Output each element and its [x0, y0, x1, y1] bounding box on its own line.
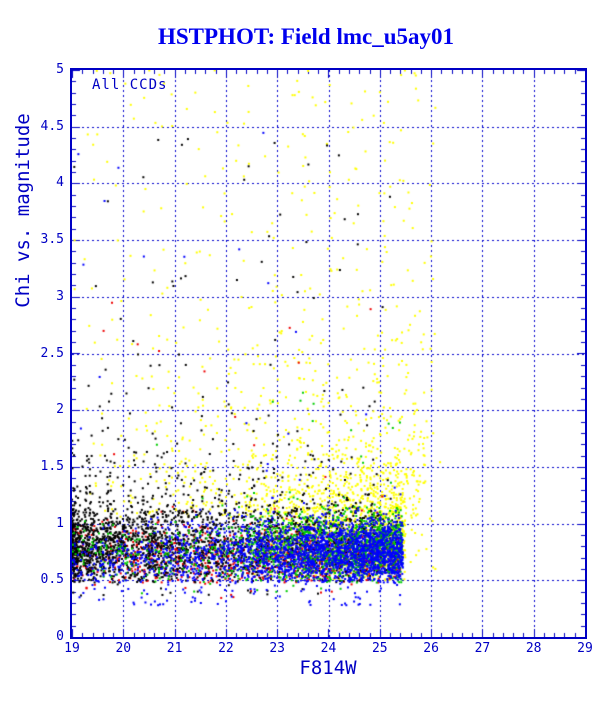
y-tick-label: 4.5: [40, 118, 64, 134]
x-tick-label: 23: [269, 641, 286, 656]
x-tick-label: 28: [525, 641, 542, 656]
x-tick-label: 26: [423, 641, 439, 656]
y-tick-label: 2: [56, 402, 64, 418]
y-tick-label: 1.5: [40, 458, 64, 474]
x-axis-label: F814W: [299, 657, 357, 679]
y-tick-label: 0.5: [40, 572, 64, 588]
y-tick-label: 3: [56, 288, 64, 304]
x-tick-label: 24: [320, 641, 337, 656]
x-tick-label: 25: [371, 641, 388, 656]
x-tick-label: 20: [115, 641, 132, 656]
y-tick-label: 2.5: [40, 345, 64, 361]
y-tick-label: 1: [56, 515, 64, 531]
annotation-all-ccds: All CCDs: [92, 77, 168, 93]
y-tick-label: 3.5: [40, 232, 64, 248]
page-title: HSTPHOT: Field lmc_u5ay01: [157, 24, 455, 49]
plot-area: All CCDs: [70, 68, 587, 639]
y-axis-label: Chi vs. magnitude: [12, 113, 34, 308]
x-tick-label: 22: [218, 641, 234, 656]
y-tick-label: 5: [56, 62, 64, 77]
x-tick-label: 21: [166, 641, 183, 656]
y-tick-label: 0: [56, 629, 64, 644]
x-tick-label: 19: [64, 641, 80, 656]
x-tick-label: 27: [474, 641, 491, 656]
x-tick-label: 29: [577, 641, 593, 656]
scatter-points-canvas: [72, 70, 585, 637]
y-tick-label: 4: [56, 175, 64, 191]
